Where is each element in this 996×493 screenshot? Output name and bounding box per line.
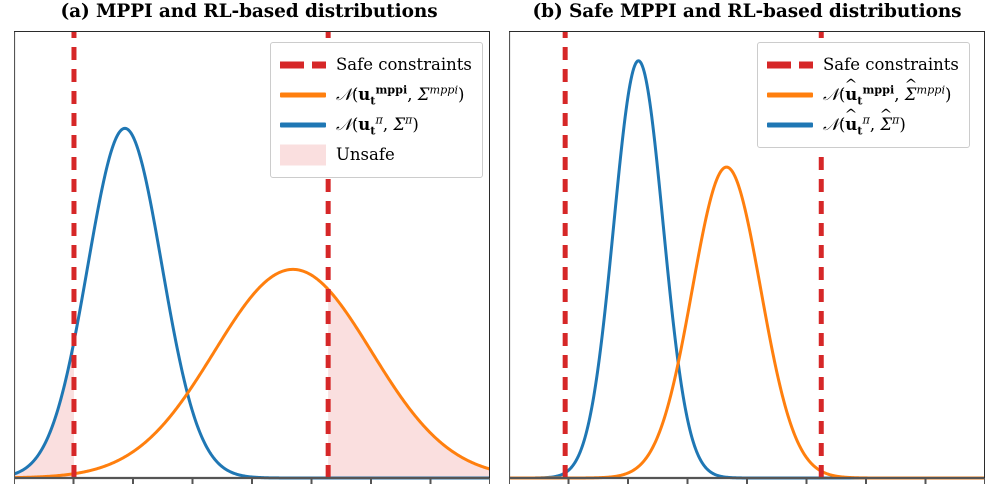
panel-a: (a) MPPI and RL-based distributions Safe… xyxy=(14,1,490,484)
legend-a-entry-safe-constraints: Safe constraints xyxy=(280,50,472,80)
axis-spines xyxy=(509,31,985,480)
unsafe-fill-patch-icon xyxy=(280,144,326,166)
plot-a-axes xyxy=(14,31,490,484)
panel-a-title: (a) MPPI and RL-based distributions xyxy=(60,1,438,22)
dashed-red-line-icon xyxy=(280,54,326,76)
curve-ff7f0e xyxy=(14,267,490,480)
legend-a-label-rl: 𝒩(utπ, Σπ) xyxy=(336,113,419,138)
legend-b: Safe constraints 𝒩(utmppi, Σmppi) 𝒩(utπ,… xyxy=(757,42,970,148)
legend-a-entry-mppi: 𝒩(utmppi, Σmppi) xyxy=(280,80,472,110)
orange-line-icon xyxy=(280,84,326,106)
legend-a-label-safe-constraints: Safe constraints xyxy=(336,54,472,74)
dashed-red-line-icon xyxy=(767,54,813,76)
panel-b-title: (b) Safe MPPI and RL-based distributions xyxy=(532,1,962,22)
legend-a: Safe constraints 𝒩(utmppi, Σmppi) 𝒩(utπ,… xyxy=(270,42,483,178)
legend-b-entry-mppi: 𝒩(utmppi, Σmppi) xyxy=(767,80,959,110)
legend-a-entry-unsafe: Unsafe xyxy=(280,140,472,170)
legend-b-label-rl: 𝒩(utπ, Σπ) xyxy=(823,114,906,136)
blue-line-icon xyxy=(767,114,813,136)
legend-b-entry-rl: 𝒩(utπ, Σπ) xyxy=(767,110,959,140)
plot-a-svg xyxy=(14,31,490,484)
panel-b: (b) Safe MPPI and RL-based distributions… xyxy=(498,0,996,493)
blue-line-icon xyxy=(280,114,326,136)
legend-b-entry-safe-constraints: Safe constraints xyxy=(767,50,959,80)
legend-a-label-unsafe: Unsafe xyxy=(336,144,395,164)
plot-b-axes xyxy=(509,31,985,484)
legend-a-label-mppi: 𝒩(utmppi, Σmppi) xyxy=(336,82,465,108)
plot-b-svg xyxy=(509,31,985,484)
orange-line-icon xyxy=(767,84,813,106)
unsafe-region xyxy=(328,289,490,478)
legend-a-entry-rl: 𝒩(utπ, Σπ) xyxy=(280,110,472,140)
legend-b-label-safe-constraints: Safe constraints xyxy=(823,54,959,74)
unsafe-region xyxy=(14,341,74,478)
curve-ff7f0e xyxy=(509,165,985,480)
axis-spines xyxy=(14,31,490,480)
legend-b-label-mppi: 𝒩(utmppi, Σmppi) xyxy=(823,84,951,106)
